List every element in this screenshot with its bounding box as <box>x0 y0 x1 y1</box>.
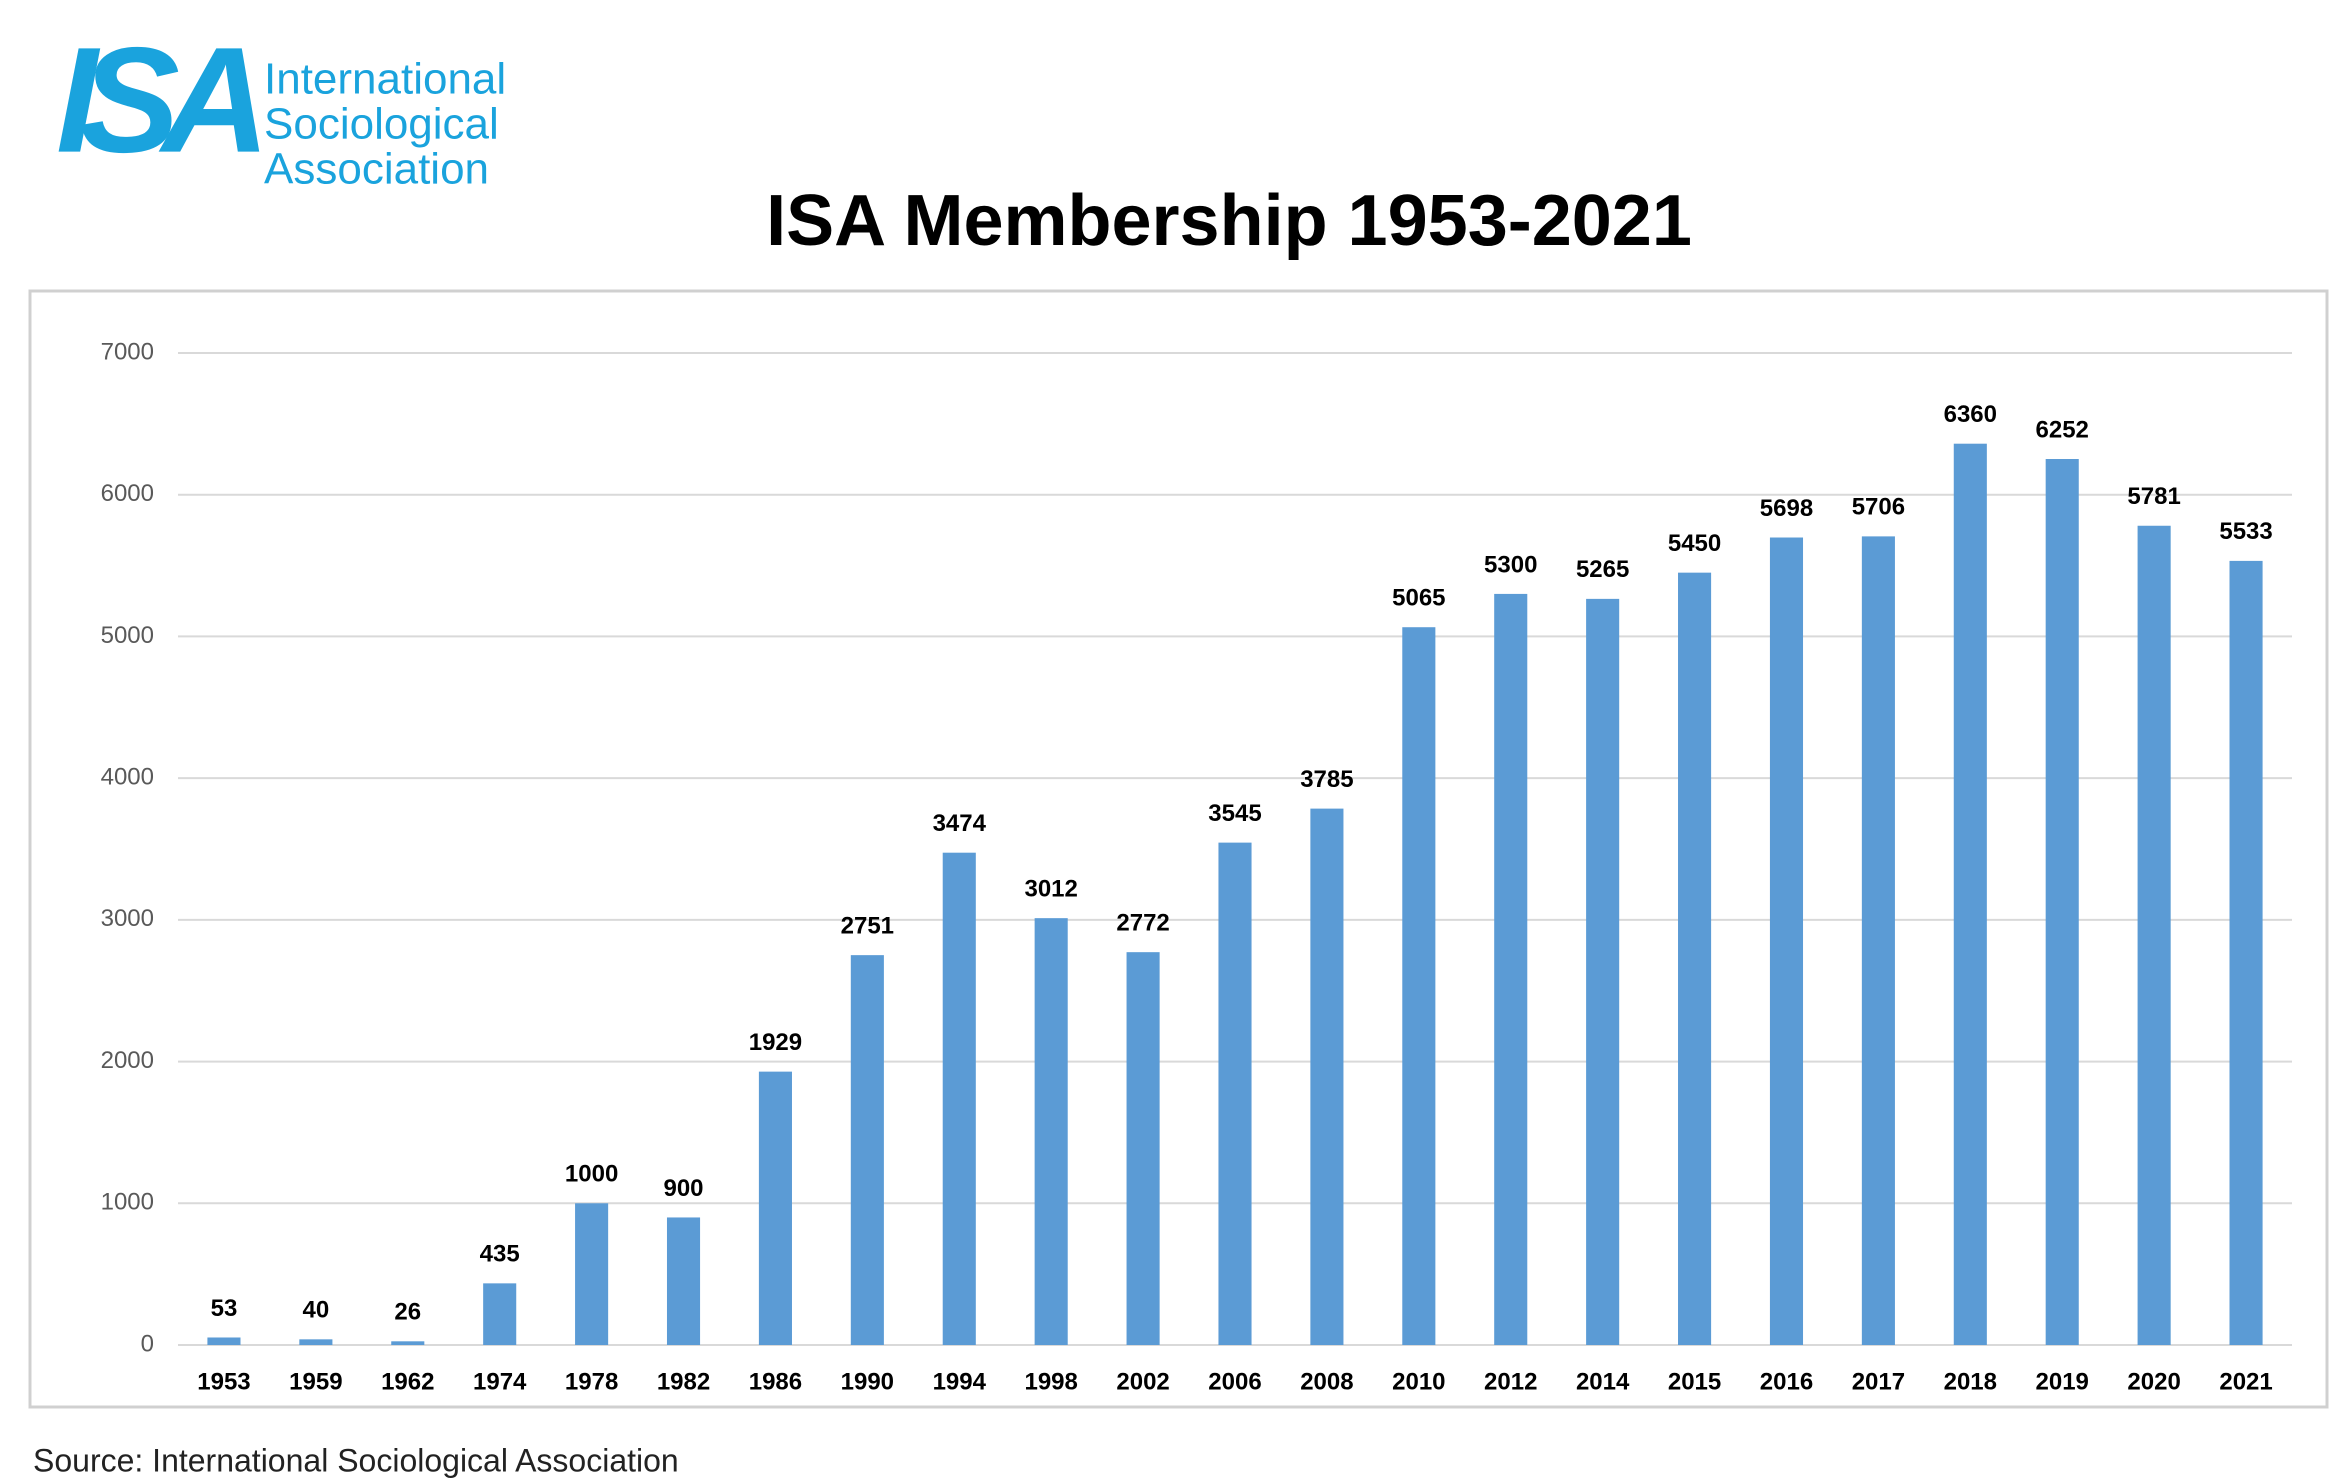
bar <box>1586 598 1620 1345</box>
x-tick-label: 1982 <box>657 1368 710 1395</box>
value-label: 900 <box>663 1175 703 1202</box>
logo-text: Sociological <box>264 100 499 149</box>
value-label: 3474 <box>933 810 987 837</box>
value-label: 5065 <box>1392 585 1445 612</box>
bar <box>1769 537 1804 1345</box>
bar <box>2137 525 2171 1345</box>
x-tick-label: 1974 <box>473 1368 527 1395</box>
bar <box>483 1283 517 1345</box>
value-label: 6360 <box>1944 401 1997 428</box>
x-tick-label: 2015 <box>1668 1368 1721 1395</box>
value-label: 3012 <box>1024 876 1077 903</box>
x-tick-label: 2018 <box>1944 1368 1997 1395</box>
x-tick-label: 1953 <box>197 1368 250 1395</box>
logo-text: Association <box>264 145 489 194</box>
x-tick-label: 2017 <box>1852 1368 1905 1395</box>
x-tick-label: 1994 <box>933 1368 987 1395</box>
bar <box>2045 459 2079 1345</box>
x-tick-label: 2019 <box>2036 1368 2089 1395</box>
value-label: 5781 <box>2127 483 2180 510</box>
bar <box>1953 443 1987 1345</box>
x-tick-label: 1998 <box>1024 1368 1077 1395</box>
value-label: 6252 <box>2036 416 2089 443</box>
bar <box>758 1071 792 1345</box>
y-tick-label: 2000 <box>101 1047 154 1074</box>
bar <box>1034 918 1068 1345</box>
value-label: 53 <box>211 1295 238 1322</box>
y-tick-label: 3000 <box>101 905 154 932</box>
x-tick-label: 1959 <box>289 1368 342 1395</box>
y-tick-label: 6000 <box>101 480 154 507</box>
bar <box>1218 842 1252 1345</box>
value-label: 5706 <box>1852 494 1905 521</box>
x-tick-label: 1962 <box>381 1368 434 1395</box>
value-label: 3785 <box>1300 766 1353 793</box>
chart-frame <box>28 289 2329 1409</box>
value-label: 26 <box>394 1299 421 1326</box>
bar <box>2229 560 2263 1345</box>
x-tick-label: 2012 <box>1484 1368 1537 1395</box>
bar <box>575 1203 609 1345</box>
value-label: 5698 <box>1760 495 1813 522</box>
bar <box>391 1341 425 1345</box>
y-tick-label: 4000 <box>101 763 154 790</box>
bar <box>1402 627 1436 1345</box>
value-label: 1929 <box>749 1029 802 1056</box>
bar <box>299 1339 333 1345</box>
value-label: 5265 <box>1576 556 1629 583</box>
x-tick-label: 2016 <box>1760 1368 1813 1395</box>
value-label: 2772 <box>1116 910 1169 937</box>
source-note: Source: International Sociological Assoc… <box>33 1442 679 1478</box>
bar <box>942 852 976 1345</box>
bar <box>1678 572 1712 1345</box>
value-label: 40 <box>303 1297 330 1324</box>
value-label: 1000 <box>565 1161 618 1188</box>
value-label: 5533 <box>2219 518 2272 545</box>
y-tick-label: 5000 <box>101 622 154 649</box>
value-label: 435 <box>480 1241 520 1268</box>
y-tick-label: 0 <box>141 1330 154 1357</box>
bar <box>1861 536 1895 1345</box>
value-label: 3545 <box>1208 800 1261 827</box>
x-tick-label: 1990 <box>841 1368 894 1395</box>
logo-text: International <box>264 55 506 104</box>
y-tick-label: 1000 <box>101 1189 154 1216</box>
bar <box>850 955 884 1345</box>
logo-mark: ISA <box>56 16 260 184</box>
bar <box>207 1337 241 1345</box>
x-tick-label: 1986 <box>749 1368 802 1395</box>
bar <box>1494 593 1528 1345</box>
chart-title: ISA Membership 1953-2021 <box>766 181 1692 261</box>
x-tick-label: 2006 <box>1208 1368 1261 1395</box>
value-label: 5450 <box>1668 530 1721 557</box>
x-tick-label: 2020 <box>2127 1368 2180 1395</box>
x-tick-label: 2010 <box>1392 1368 1445 1395</box>
x-tick-label: 1978 <box>565 1368 618 1395</box>
value-label: 5300 <box>1484 551 1537 578</box>
x-tick-label: 2014 <box>1576 1368 1630 1395</box>
bar <box>666 1217 701 1345</box>
bar <box>1310 808 1344 1345</box>
value-label: 2751 <box>841 912 894 939</box>
bar <box>1126 952 1160 1345</box>
x-tick-label: 2021 <box>2219 1368 2272 1395</box>
x-tick-label: 2002 <box>1116 1368 1169 1395</box>
x-tick-label: 2008 <box>1300 1368 1353 1395</box>
y-tick-label: 7000 <box>101 338 154 365</box>
